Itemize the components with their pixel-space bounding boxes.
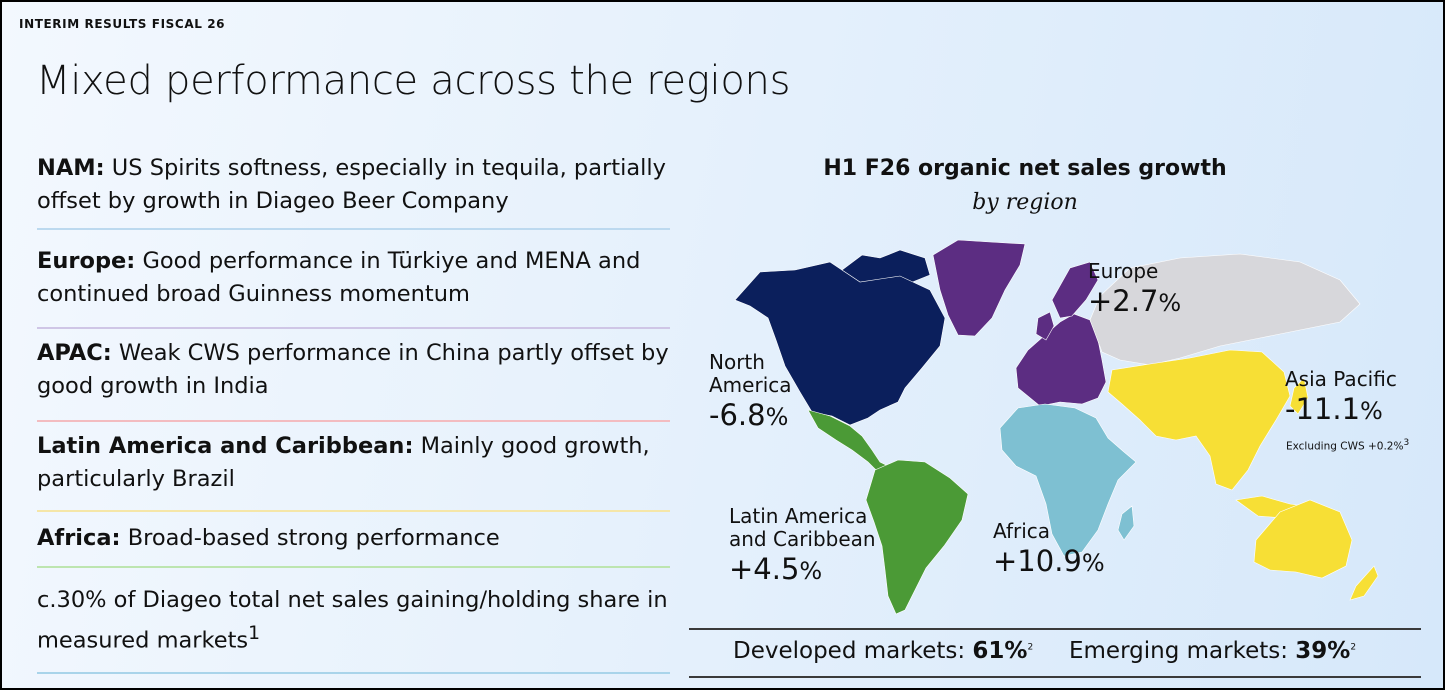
north-america-shape [734,261,946,426]
value-number: +4.5 [729,552,800,586]
value-number: +10.9 [993,544,1082,578]
chart-title: H1 F26 organic net sales growth [823,156,1227,181]
bullet-divider [37,566,670,568]
region-name: and Caribbean [729,527,876,551]
bullet-share: c.30% of Diageo total net sales gaining/… [37,584,670,658]
market-value: 39% [1295,638,1351,664]
bullet-text: c.30% of Diageo total net sales gaining/… [37,587,668,654]
value-number: -11.1 [1285,392,1361,426]
bullet-text: Mainly good growth, particularly Brazil [37,433,650,492]
market-top-rule [689,628,1421,630]
label-north-america: North America -6.8% [709,351,792,435]
region-value: +4.5% [729,551,876,589]
label-africa: Africa +10.9% [993,520,1105,581]
new-zealand-shape [1349,565,1379,601]
region-value: +2.7% [1088,283,1181,321]
value-number: -6.8 [709,398,766,432]
australia-shape [1253,499,1353,579]
value-unit: % [799,557,823,585]
value-unit: % [1360,397,1383,425]
developed-markets: Developed markets: 61%2 [733,638,1033,664]
value-unit: % [1158,289,1182,317]
bullet-divider [37,420,670,422]
bullet-divider [37,672,670,674]
uk-shape [1035,311,1055,341]
bullet-text: Weak CWS performance in China partly off… [37,340,669,399]
region-name: Asia Pacific [1285,367,1397,391]
bullet-apac: APAC: Weak CWS performance in China part… [37,337,670,403]
region-name: North [709,350,765,374]
bullet-label: NAM: [37,155,105,181]
value-unit: % [1081,549,1105,577]
madagascar-shape [1117,505,1135,541]
chart-subtitle: by region [972,190,1078,215]
bullet-label: Africa: [37,525,121,551]
bullet-label: Europe: [37,248,136,274]
bullet-nam: NAM: US Spirits softness, especially in … [37,152,670,218]
market-label: Emerging markets: [1069,638,1288,664]
bullet-divider [37,510,670,512]
footnote-ref: 2 [1027,642,1034,653]
region-value: -11.1% [1285,391,1397,429]
bullet-divider [37,228,670,230]
asia-pacific-shape [1107,349,1291,491]
south-america-shape [865,459,969,615]
region-value: -6.8% [709,397,792,435]
label-europe: Europe +2.7% [1088,260,1181,321]
bullet-text: Broad-based strong performance [127,525,500,551]
value-number: +2.7 [1088,284,1159,318]
bullet-label: Latin America and Caribbean: [37,433,414,459]
note-text: Excluding CWS +0.2% [1286,440,1404,453]
greenland-shape [932,239,1026,337]
bullet-divider [37,327,670,329]
world-map [734,239,1379,615]
africa-shape [999,403,1137,557]
russia-shape [1089,253,1361,366]
market-value: 61% [972,638,1028,664]
region-name: America [709,373,792,397]
emerging-markets: Emerging markets: 39%2 [1069,638,1356,664]
footnote-ref: 2 [1350,642,1357,653]
footnote-ref: 3 [1403,438,1410,448]
bullet-text: US Spirits softness, especially in tequi… [37,155,666,214]
region-name: Africa [993,519,1051,543]
market-label: Developed markets: [733,638,966,664]
bullet-text: Good performance in Türkiye and MENA and… [37,248,641,307]
bullet-africa: Africa: Broad-based strong performance [37,522,670,555]
note-excluding-cws: Excluding CWS +0.2%3 [1286,438,1409,453]
bullet-europe: Europe: Good performance in Türkiye and … [37,245,670,311]
region-name: Latin America [729,504,868,528]
japan-shape [1289,377,1309,415]
value-unit: % [765,403,789,431]
label-latin-america: Latin America and Caribbean +4.5% [729,505,876,589]
europe-shape [1015,313,1107,407]
page-title: Mixed performance across the regions [36,58,791,104]
region-name: Europe [1088,259,1159,283]
eyebrow-label: INTERIM RESULTS FISCAL 26 [19,17,226,31]
footnote-ref: 1 [248,623,261,644]
scandinavia-shape [1051,261,1099,319]
bullet-latam: Latin America and Caribbean: Mainly good… [37,430,670,496]
bullet-label: APAC: [37,340,112,366]
market-bottom-rule [689,676,1421,678]
region-value: +10.9% [993,543,1105,581]
label-asia-pacific: Asia Pacific -11.1% [1285,368,1397,429]
